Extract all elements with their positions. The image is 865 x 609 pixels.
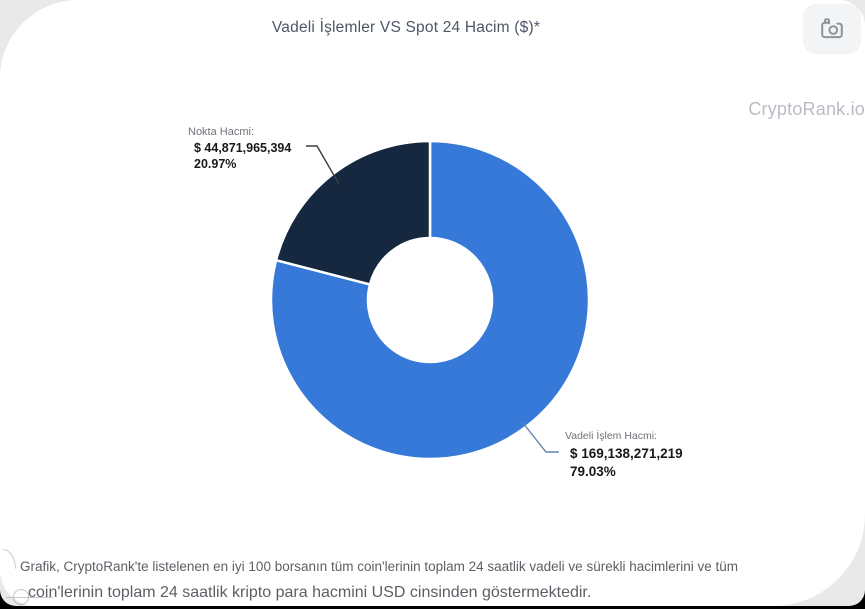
spot-volume-value: $ 44,871,965,394 [194, 141, 292, 155]
donut-slice-futures-volume[interactable] [269, 139, 591, 461]
cryptorank-watermark: CryptoRank.io [748, 99, 865, 119]
futures-volume-value: $ 169,138,271,219 [570, 446, 683, 461]
leader-line-spot [306, 145, 340, 185]
chart-footnote-line2: coin'lerinin toplam 24 saatlik kripto pa… [28, 584, 592, 601]
camera-icon [821, 18, 843, 39]
spot-volume-name: Nokta Hacmi: [188, 126, 255, 138]
futures-volume-label: Vadeli İşlem Hacmi: $ 169,138,271,219 79… [565, 430, 683, 479]
leader-line-futures [522, 422, 559, 453]
chart-footnote-line1: Grafik, CryptoRank'te listelenen en iyi … [20, 559, 738, 574]
donut-slice-spot-volume[interactable] [274, 139, 432, 286]
futures-volume-name: Vadeli İşlem Hacmi: [565, 430, 657, 442]
spot-volume-label: Nokta Hacmi: $ 44,871,965,394 20.97% [188, 126, 291, 171]
chart-title: Vadeli İşlemler VS Spot 24 Hacim ($)* [271, 19, 541, 36]
futures-volume-percent: 79.03% [570, 464, 616, 479]
screenshot-button[interactable] [803, 4, 861, 54]
spot-volume-percent: 20.97% [194, 157, 237, 171]
